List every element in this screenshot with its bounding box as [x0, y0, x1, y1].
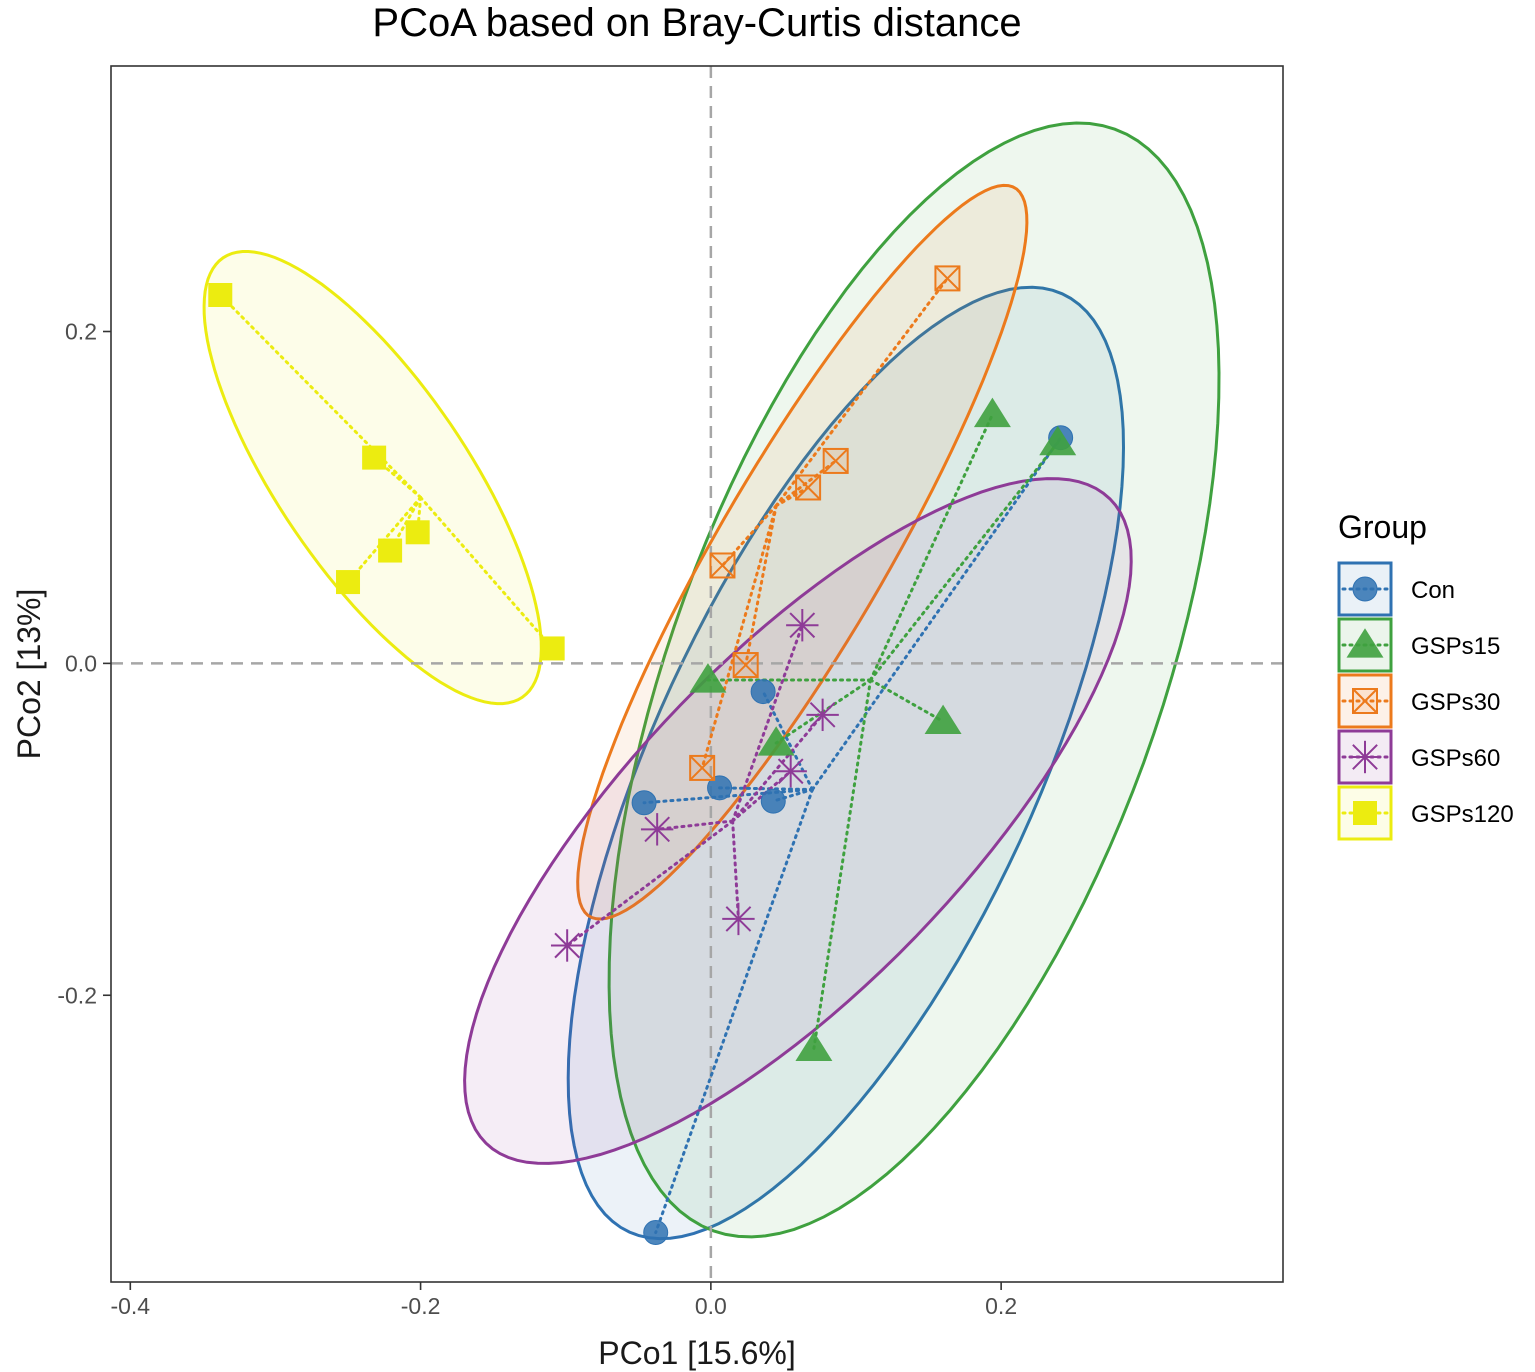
spoke-gsps15-1 — [869, 412, 994, 682]
point-gsps60-4 — [640, 813, 674, 846]
point-gsps30-1 — [934, 265, 961, 292]
x-tick-label: -0.2 — [401, 1293, 441, 1319]
spoke-con-1 — [810, 436, 1063, 791]
point-gsps15-1 — [973, 397, 1011, 428]
spoke-gsps15-2 — [869, 441, 1060, 682]
spoke-con-6 — [654, 787, 814, 1235]
point-gsps120-4 — [378, 538, 403, 563]
legend-label-gsps60: GSPs60 — [1411, 745, 1500, 772]
ellipse-gsps30 — [576, 183, 1029, 921]
legend-marker-gsps15 — [1346, 628, 1384, 658]
point-gsps60-3 — [774, 755, 807, 788]
spoke-gsps30-5 — [744, 504, 778, 667]
ellipse-gsps60 — [463, 477, 1133, 1165]
legend-label-gsps15: GSPs15 — [1411, 633, 1500, 660]
ellipse-gsps120 — [202, 250, 543, 706]
plot-panel-border — [110, 65, 1284, 1283]
legend-marker-con — [1352, 576, 1378, 602]
point-gsps120-3 — [405, 520, 430, 545]
point-gsps30-5 — [732, 652, 759, 679]
point-con-5 — [760, 788, 786, 814]
point-gsps30-6 — [689, 754, 716, 781]
legend: Group Con GSPs15 GSPs30 GSPs60 GSPs120 — [1337, 509, 1514, 841]
spoke-gsps15-6 — [812, 678, 873, 1050]
x-tick-label: -0.4 — [110, 1293, 150, 1319]
point-gsps30-2 — [795, 474, 822, 501]
point-gsps30-4 — [709, 552, 736, 579]
point-con-6 — [643, 1220, 669, 1246]
point-gsps60-5 — [722, 902, 755, 936]
spoke-gsps60-1 — [731, 623, 804, 823]
spoke-gsps30-3 — [774, 459, 838, 508]
legend-item-gsps60: GSPs60 — [1337, 729, 1500, 785]
y-tick-label: 0.2 — [65, 319, 97, 345]
legend-marker-gsps120 — [1353, 801, 1377, 825]
spoke-gsps60-6 — [565, 819, 735, 947]
legend-item-gsps120: GSPs120 — [1337, 785, 1514, 841]
centroid-spokes — [218, 276, 1063, 1235]
spoke-gsps120-1 — [218, 293, 423, 499]
spoke-gsps120-6 — [419, 495, 555, 650]
ellipse-con — [566, 285, 1126, 1241]
spoke-gsps30-4 — [720, 504, 778, 567]
point-gsps15-3 — [689, 663, 727, 693]
ellipse-gsps15 — [607, 121, 1221, 1239]
point-gsps60-1 — [786, 609, 819, 642]
chart-title: PCoA based on Bray-Curtis distance — [372, 1, 1021, 45]
legend-item-gsps15: GSPs15 — [1337, 617, 1500, 673]
x-axis-title: PCo1 [15.6%] — [598, 1335, 795, 1371]
point-gsps15-5 — [924, 704, 962, 735]
x-axis-ticks: -0.4 -0.2 0.0 0.2 — [110, 1282, 1017, 1319]
spoke-gsps30-1 — [774, 276, 949, 508]
point-con-4 — [631, 790, 657, 816]
point-gsps30-3 — [822, 447, 849, 474]
point-gsps120-5 — [336, 570, 361, 595]
point-gsps15-2 — [1039, 425, 1077, 456]
legend-label-con: Con — [1411, 577, 1455, 604]
legend-item-gsps30: GSPs30 — [1337, 673, 1500, 729]
y-axis-title: PCo2 [13%] — [11, 589, 47, 760]
legend-title: Group — [1338, 509, 1427, 545]
legend-label-gsps30: GSPs30 — [1411, 689, 1500, 716]
y-tick-label: -0.2 — [57, 982, 97, 1008]
spoke-gsps15-5 — [869, 678, 945, 723]
legend-marker-gsps60 — [1348, 740, 1382, 774]
point-gsps15-6 — [795, 1031, 833, 1061]
legend-item-con: Con — [1337, 561, 1455, 617]
spoke-gsps30-6 — [700, 504, 778, 770]
point-gsps120-1 — [208, 282, 233, 307]
x-tick-label: 0.0 — [695, 1293, 727, 1319]
y-tick-label: 0.0 — [65, 650, 97, 676]
spoke-gsps60-5 — [731, 819, 740, 921]
spoke-gsps60-2 — [731, 713, 825, 823]
legend-label-gsps120: GSPs120 — [1411, 801, 1514, 828]
point-gsps120-2 — [362, 445, 387, 470]
point-gsps120-6 — [540, 636, 565, 661]
y-axis-ticks: -0.2 0.0 0.2 — [57, 319, 111, 1008]
spoke-gsps60-4 — [655, 819, 735, 831]
data-points — [208, 265, 1077, 1246]
legend-marker-gsps30 — [1352, 688, 1378, 714]
x-tick-label: 0.2 — [985, 1293, 1017, 1319]
point-gsps60-2 — [806, 698, 839, 732]
confidence-ellipses — [202, 121, 1221, 1241]
point-con-2 — [750, 679, 776, 705]
point-gsps15-4 — [757, 726, 795, 756]
point-con-3 — [707, 775, 733, 801]
point-gsps60-6 — [550, 929, 584, 962]
